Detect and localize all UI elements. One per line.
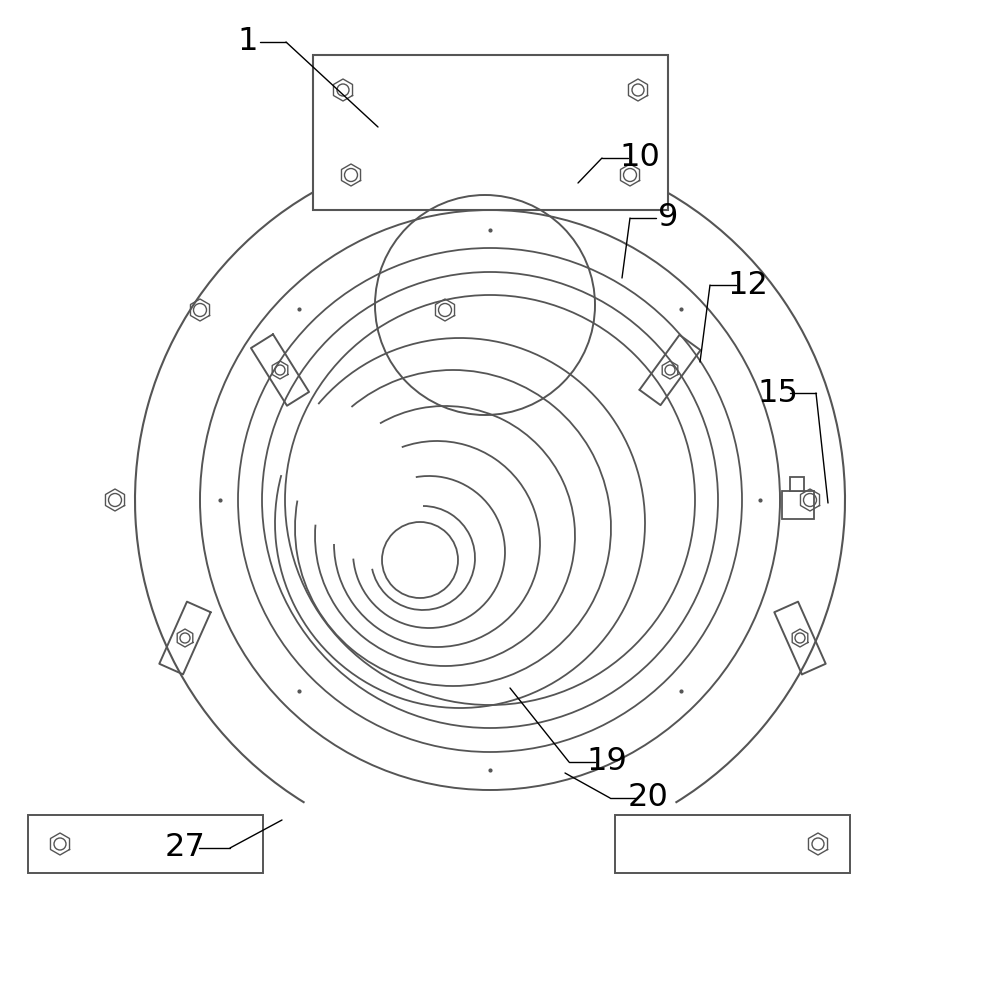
Text: 12: 12 (728, 270, 768, 301)
Text: 9: 9 (658, 202, 678, 233)
Text: 19: 19 (587, 747, 627, 778)
Bar (782, 491, 814, 519)
Text: 1: 1 (238, 27, 258, 58)
Bar (28, 815, 263, 873)
Text: 27: 27 (165, 832, 205, 863)
Bar (615, 815, 850, 873)
Text: 15: 15 (758, 378, 798, 409)
Bar (313, 55, 668, 210)
Text: 10: 10 (620, 143, 660, 174)
Bar (790, 477, 804, 491)
Text: 20: 20 (628, 783, 668, 813)
